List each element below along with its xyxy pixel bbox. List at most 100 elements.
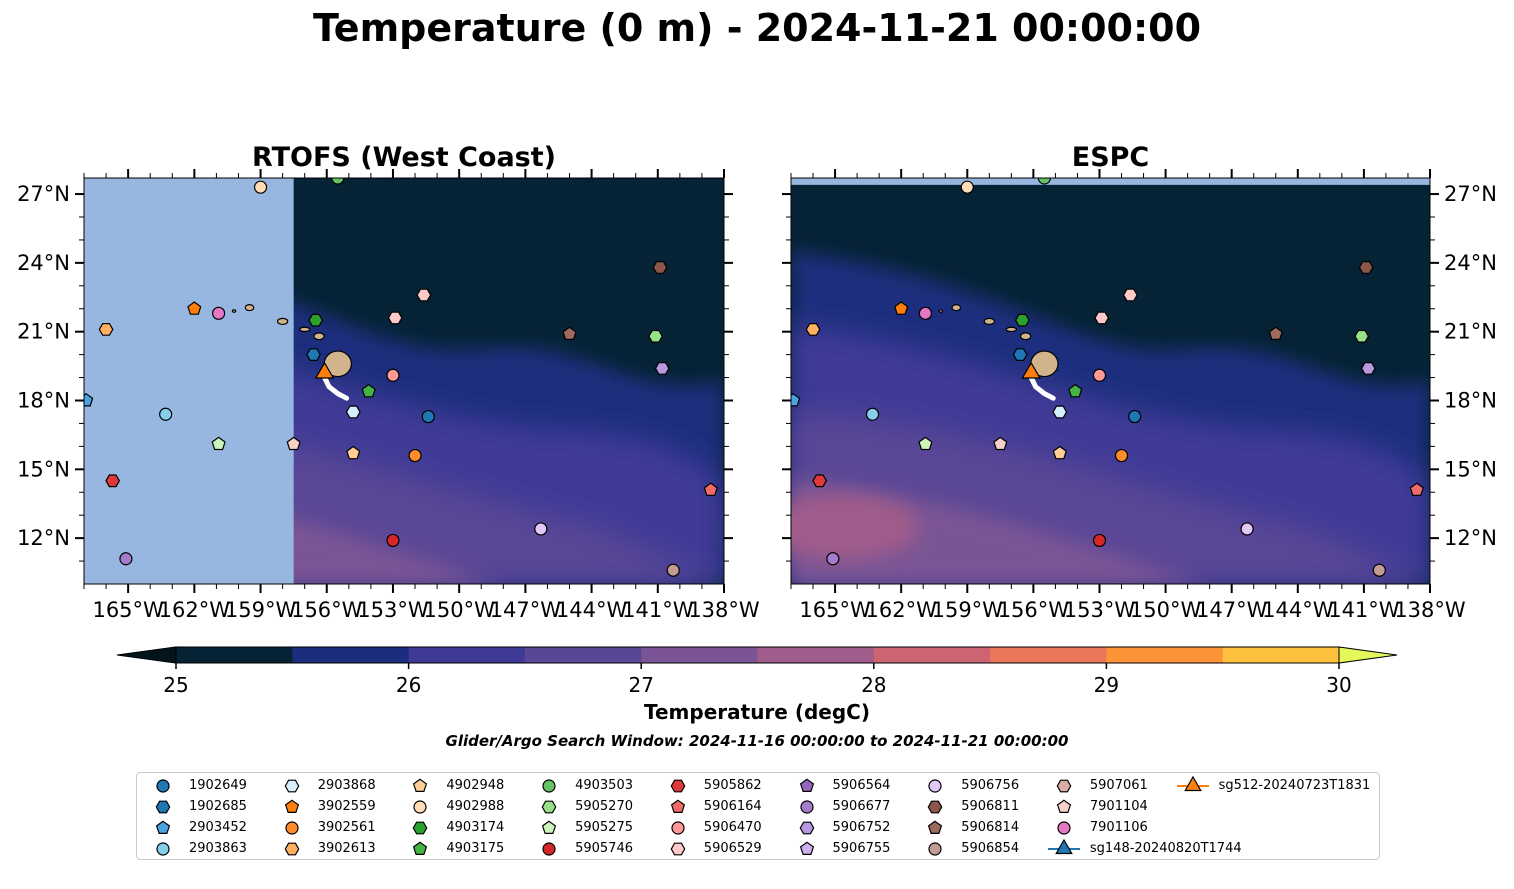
island (244, 304, 255, 312)
float-marker (1094, 311, 1110, 325)
legend-item: 5905746 (531, 838, 633, 858)
legend-label: 3902559 (317, 798, 376, 814)
lon-tick-label: 150°W (1130, 598, 1202, 622)
search-window-caption: Glider/Argo Search Window: 2024-11-16 00… (445, 732, 1069, 750)
float-marker (703, 482, 718, 496)
glider-marker (314, 361, 335, 379)
float-marker (346, 445, 361, 460)
legend-item: 5905270 (531, 796, 633, 816)
legend-label: 4902988 (446, 798, 505, 814)
legend-label: 5907061 (1089, 777, 1148, 793)
map-frame (83, 177, 725, 585)
colorbar-tick-label: 28 (861, 673, 886, 697)
lon-tick-label: 144°W (556, 598, 628, 622)
legend-item: 2903863 (145, 838, 247, 858)
float-legend-icon (1056, 779, 1072, 793)
float-marker (1240, 522, 1254, 536)
lon-tick-label: 141°W (1328, 598, 1400, 622)
legend-label: 2903452 (189, 819, 247, 835)
lat-tick-label: 15°N (1444, 457, 1497, 481)
float-marker (654, 362, 670, 375)
lon-tick-label: 138°W (1394, 598, 1466, 622)
legend-label: 5906677 (832, 798, 891, 814)
legend-label: 3902613 (317, 840, 376, 856)
lat-tick-label: 27°N (17, 182, 70, 206)
float-marker (960, 180, 974, 194)
legend-item: 2903868 (274, 775, 376, 795)
colorbar-segment (757, 647, 875, 663)
legend-item: 5906564 (789, 775, 891, 795)
float-marker (159, 407, 173, 421)
lon-tick-label: 153°W (357, 598, 429, 622)
lat-tick-label: 15°N (17, 457, 70, 481)
float-legend-icon (799, 778, 814, 792)
legend-item: 5905275 (531, 817, 633, 837)
legend-label: 5906755 (832, 840, 891, 856)
lon-tick-label: 162°W (865, 598, 937, 622)
legend-item: 5906752 (789, 817, 890, 837)
lat-tick-label: 24°N (1444, 251, 1497, 275)
legend-item: 3902561 (274, 817, 376, 837)
legend-label: 5906854 (961, 840, 1020, 856)
float-marker (308, 313, 324, 327)
legend-label: sg148-20240820T1744 (1089, 840, 1242, 856)
float-marker (648, 329, 663, 343)
float-marker (345, 405, 361, 419)
float-marker (865, 407, 880, 421)
float-legend-icon (928, 779, 942, 793)
glider-track (322, 375, 350, 401)
legend-item: 5906677 (789, 796, 891, 816)
lon-tick-label: 159°W (225, 598, 297, 622)
figure-title: Temperature (0 m) - 2024-11-21 00:00:00 (312, 6, 1202, 50)
no-data-region (84, 178, 294, 584)
float-legend-icon (542, 842, 556, 856)
float-legend-icon (799, 821, 814, 835)
legend-label: 5906756 (961, 777, 1020, 793)
float-marker (1409, 482, 1424, 496)
float-legend-icon (284, 779, 300, 793)
legend-label: 1902685 (189, 798, 247, 814)
legend-label: 7901104 (1089, 798, 1148, 814)
float-legend-icon (541, 820, 557, 834)
float-legend-icon (413, 778, 428, 792)
legend-item: 5906811 (917, 796, 1019, 816)
float-marker (918, 306, 933, 320)
legend-label: 5906564 (832, 777, 891, 793)
float-marker (408, 448, 422, 463)
temperature-field (84, 178, 724, 584)
legend-label: 5905746 (575, 840, 633, 856)
legend-label: 5906529 (703, 840, 762, 856)
lon-tick-label: 153°W (1064, 598, 1136, 622)
float-marker (805, 323, 821, 336)
lat-tick-label: 18°N (17, 388, 70, 412)
float-marker (386, 368, 400, 382)
legend-item: 5906756 (917, 775, 1019, 795)
float-legend-icon (670, 779, 686, 793)
legend-item: sg512-20240723T1831 (1175, 775, 1370, 795)
legend-item: 1902685 (145, 796, 247, 816)
float-marker (331, 178, 345, 185)
lon-tick-label: 144°W (1262, 598, 1334, 622)
float-legend-icon (284, 842, 300, 856)
map-panel-espc: 165°W162°W159°W156°W153°W150°W147°W144°W… (782, 169, 1497, 622)
lon-tick-label: 156°W (998, 598, 1070, 622)
float-marker (421, 409, 435, 424)
float-marker (1037, 178, 1051, 185)
float-marker (211, 436, 226, 451)
colorbar-tick-label: 25 (163, 673, 188, 697)
colorbar-tick-label: 27 (628, 673, 653, 697)
float-marker (286, 436, 301, 451)
legend-item: 5906755 (789, 838, 891, 858)
map-frame (790, 177, 1431, 585)
float-legend-icon (542, 779, 556, 793)
float-legend-icon (670, 799, 685, 813)
float-legend-icon (284, 799, 299, 813)
legend-item: 1902649 (145, 775, 247, 795)
float-legend-icon (413, 821, 428, 835)
sst-band (791, 494, 919, 560)
legend-item: 4902948 (402, 775, 504, 795)
float-marker (253, 180, 268, 194)
lat-tick-label: 18°N (1444, 388, 1497, 412)
float-legend-icon (1057, 821, 1071, 835)
float-marker (386, 533, 400, 548)
